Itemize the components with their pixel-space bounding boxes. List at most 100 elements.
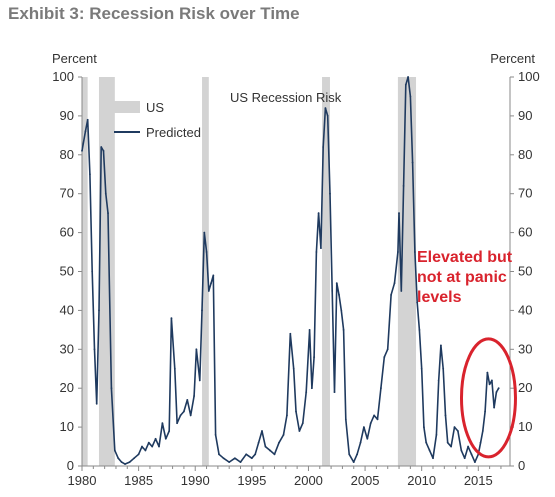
recession-band-4	[397, 77, 417, 466]
data-point	[453, 426, 456, 428]
y-tick-label-left: 50	[60, 264, 74, 279]
data-point	[207, 290, 210, 292]
y-tick-label-left: 10	[60, 419, 74, 434]
data-point	[369, 422, 372, 425]
y-tick-label-right: 30	[518, 341, 532, 356]
data-point	[128, 461, 131, 464]
recession-band-3	[322, 77, 330, 466]
y-tick-label-right: 80	[518, 147, 532, 162]
data-point	[418, 328, 421, 331]
data-point	[446, 441, 449, 444]
data-point	[254, 453, 257, 456]
y-tick-label-left: 100	[52, 69, 74, 84]
data-point	[117, 457, 120, 460]
data-point	[301, 422, 304, 425]
highlight-ellipse	[459, 337, 517, 459]
axes: 0 0 10 10 20 20 30 30 40 40 50 50 60 60 70 70 80 80 90 90 10…	[52, 51, 540, 488]
y-tick-label-left: 70	[60, 186, 74, 201]
data-point	[81, 150, 83, 152]
data-point	[493, 406, 496, 409]
data-point	[397, 251, 399, 253]
data-point	[141, 445, 143, 448]
data-point	[176, 422, 179, 425]
data-point	[147, 441, 150, 444]
data-point	[164, 437, 167, 440]
data-point	[423, 426, 425, 428]
data-point	[269, 449, 271, 452]
data-point	[326, 115, 329, 117]
data-point	[473, 461, 476, 464]
chart-title: US Recession Risk	[230, 90, 342, 105]
data-point	[100, 146, 103, 148]
data-point	[413, 251, 416, 253]
data-point	[393, 282, 396, 285]
data-point	[195, 348, 198, 351]
data-point	[317, 212, 320, 215]
data-point	[308, 328, 311, 331]
annotations: Elevated but not at panic levels	[417, 249, 517, 459]
data-point	[432, 457, 434, 460]
annotation-line-0: Elevated but	[417, 249, 513, 266]
data-point	[313, 356, 316, 358]
data-point	[344, 418, 347, 421]
data-point	[373, 414, 376, 417]
legend-label-predicted: Predicted	[146, 125, 201, 140]
x-tick-label: 2015	[464, 473, 493, 488]
data-point	[320, 247, 322, 250]
legend: US Recession Risk US Predicted	[114, 90, 342, 140]
data-point	[457, 430, 459, 432]
data-point	[210, 282, 212, 285]
data-point	[264, 445, 267, 448]
data-point	[488, 383, 491, 386]
legend-swatch-us	[114, 101, 140, 113]
data-point	[261, 430, 263, 432]
annotation-line-1: not at panic	[417, 269, 507, 286]
data-point	[292, 367, 295, 370]
data-point	[338, 293, 340, 296]
data-point	[170, 317, 173, 320]
legend-label-us: US	[146, 100, 164, 115]
data-point	[133, 457, 135, 460]
data-point	[193, 395, 195, 397]
y-tick-label-right: 90	[518, 108, 532, 123]
annotation-line-2: levels	[417, 289, 462, 306]
y-tick-label-left: 30	[60, 341, 74, 356]
data-point	[484, 410, 486, 413]
data-point	[404, 83, 407, 86]
y-tick-label-right: 10	[518, 419, 532, 434]
data-point	[322, 146, 325, 148]
data-point	[315, 251, 318, 253]
data-point	[442, 367, 445, 370]
x-tick-label: 1985	[124, 473, 153, 488]
data-point	[400, 290, 403, 292]
data-point	[352, 461, 355, 464]
data-point	[329, 192, 331, 195]
data-point	[340, 309, 343, 312]
data-point	[348, 453, 351, 456]
y-tick-label-right: 100	[518, 69, 540, 84]
data-point	[286, 414, 288, 417]
data-point	[289, 332, 292, 335]
data-point	[463, 457, 466, 460]
data-point	[144, 449, 147, 452]
data-point	[383, 356, 386, 358]
data-point	[376, 418, 379, 421]
data-point	[102, 150, 105, 152]
data-point	[298, 430, 301, 432]
recession-bands	[82, 77, 417, 466]
data-point	[363, 426, 365, 428]
series-layer	[81, 76, 500, 465]
data-point	[222, 457, 225, 460]
data-point	[257, 441, 260, 444]
data-point	[198, 379, 201, 382]
y-axis-label-left: Percent	[52, 51, 97, 66]
y-tick-label-left: 20	[60, 380, 74, 395]
data-point	[295, 410, 297, 413]
data-point	[91, 270, 94, 273]
y-tick-label-left: 0	[67, 458, 74, 473]
data-point	[333, 391, 336, 393]
data-point	[189, 414, 192, 417]
data-point	[366, 437, 369, 440]
data-point	[398, 212, 400, 215]
data-point	[158, 445, 160, 448]
